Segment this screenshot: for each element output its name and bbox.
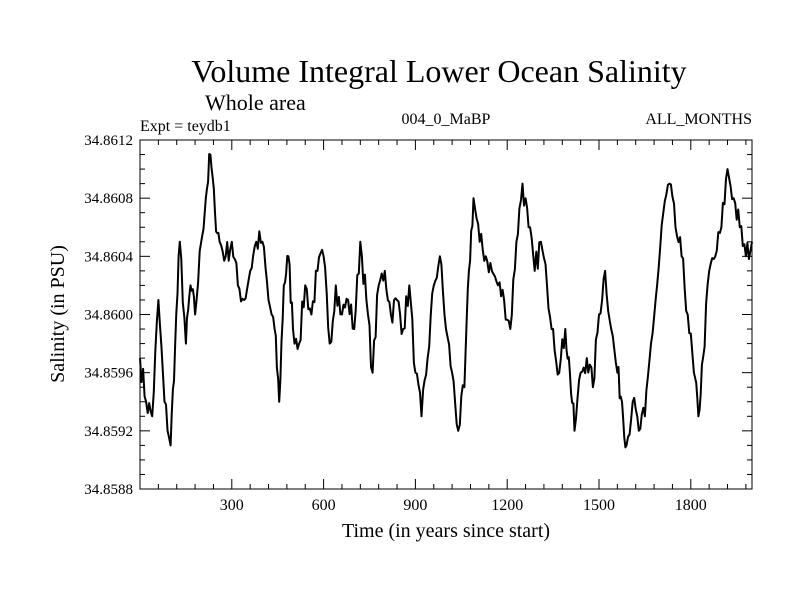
run-id-label: 004_0_MaBP (402, 111, 491, 128)
y-tick-label: 34.8612 (84, 133, 133, 149)
x-tick-label: 1800 (675, 497, 707, 514)
y-tick-label: 34.8608 (84, 191, 133, 207)
x-tick-label: 600 (312, 497, 336, 514)
x-tick-label: 1500 (583, 497, 615, 514)
chart-title: Volume Integral Lower Ocean Salinity (191, 53, 686, 89)
y-tick-label: 34.8596 (84, 366, 133, 382)
x-tick-label: 1200 (491, 497, 523, 514)
x-tick-label: 300 (220, 497, 244, 514)
y-tick-label: 34.8588 (84, 482, 133, 498)
salinity-series-line (139, 153, 753, 449)
axis-ticks: 300 600 900 1200 1500 1800 34.8588 34.8592 34.85… (84, 133, 752, 514)
experiment-label: Expt = teydb1 (140, 118, 231, 135)
plot-frame (139, 139, 753, 490)
x-tick-label: 900 (403, 497, 427, 514)
y-tick-label: 34.8592 (84, 424, 133, 440)
x-axis-label: Time (in years since start) (342, 520, 550, 542)
chart-subtitle: Whole area (205, 90, 306, 115)
y-tick-label: 34.8600 (84, 308, 133, 324)
y-tick-label: 34.8604 (84, 249, 133, 265)
y-axis-label: Salinity (in PSU) (47, 245, 69, 383)
months-label: ALL_MONTHS (645, 111, 752, 128)
